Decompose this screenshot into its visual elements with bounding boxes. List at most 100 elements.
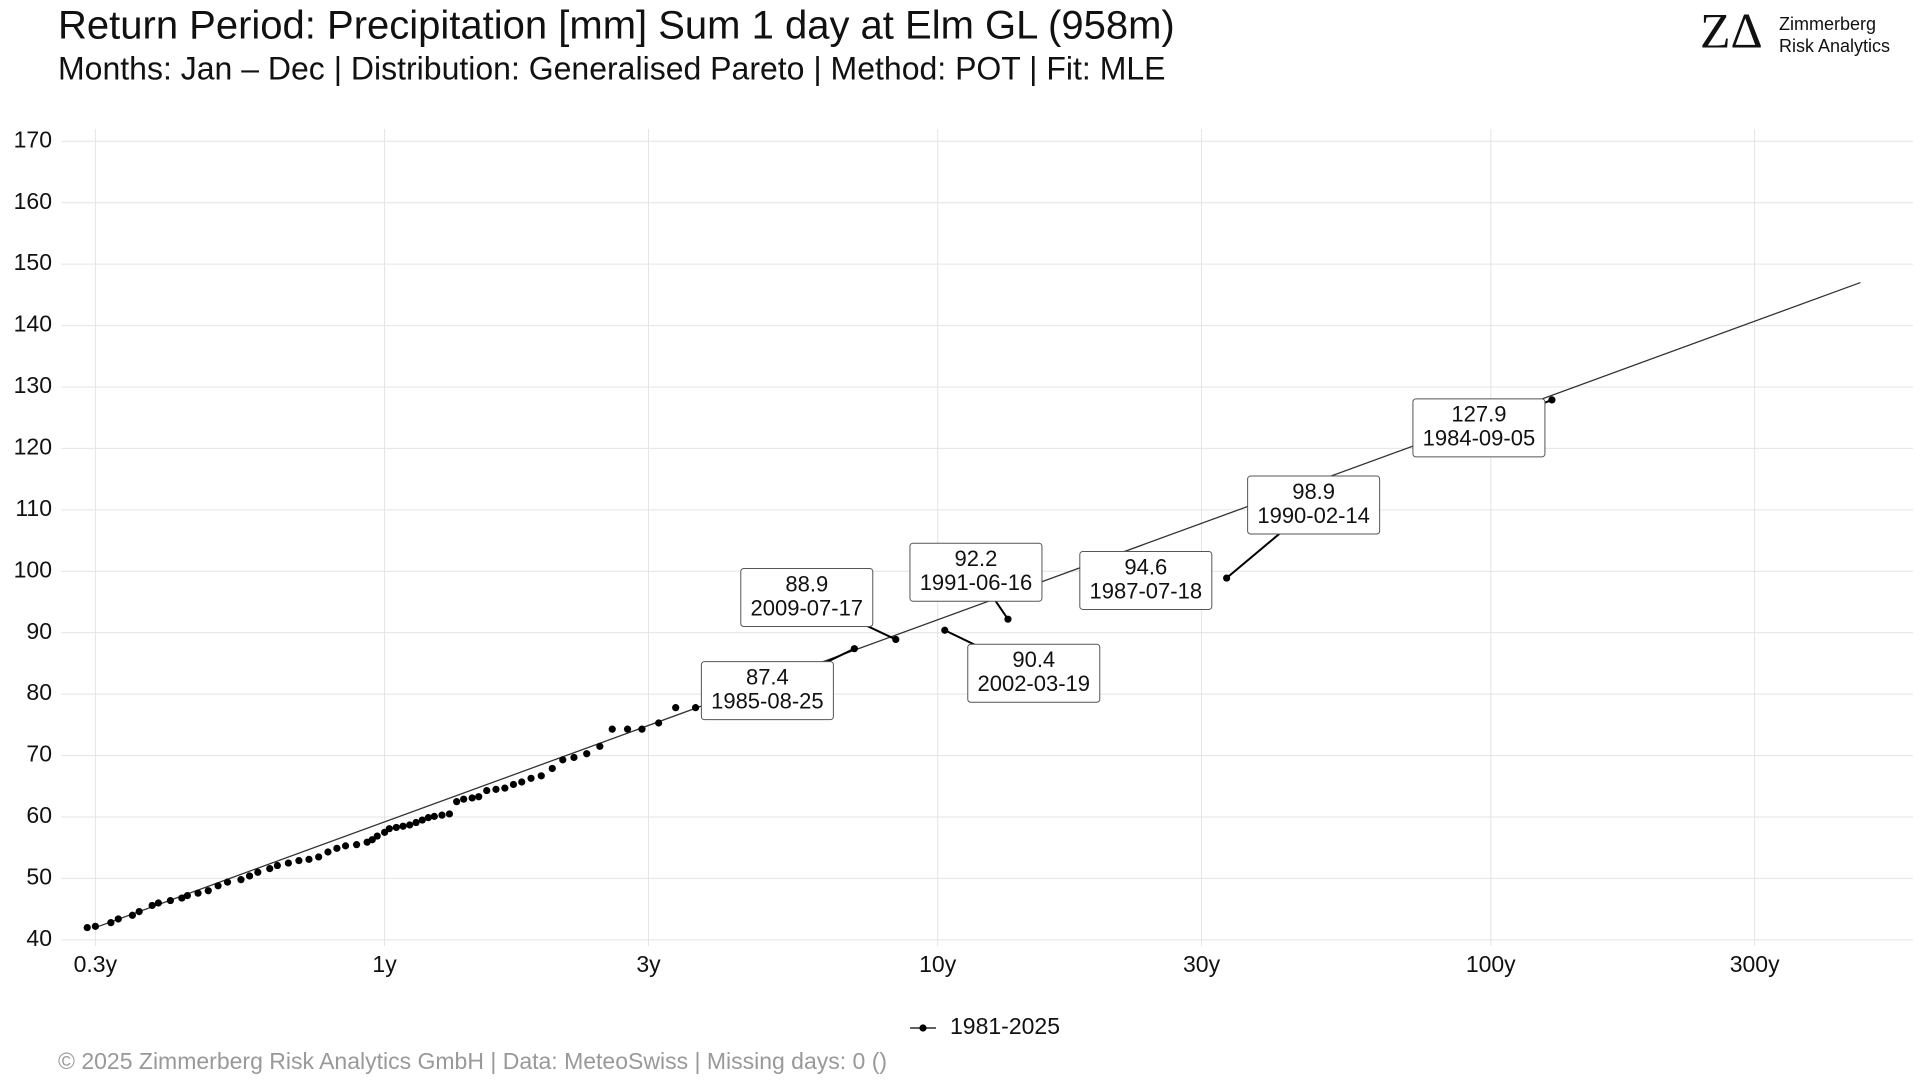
x-tick-label: 3y — [636, 951, 661, 977]
label-box — [909, 542, 1043, 602]
point — [373, 832, 381, 840]
legend-label: 1981-2025 — [950, 1013, 1060, 1039]
point — [254, 868, 262, 876]
point — [509, 780, 518, 789]
point — [223, 878, 232, 886]
point — [368, 836, 376, 844]
point — [83, 923, 91, 932]
point — [445, 810, 454, 818]
point — [237, 876, 245, 884]
point — [527, 774, 535, 782]
point — [114, 915, 122, 923]
point — [537, 772, 545, 780]
y-tick-label: 100 — [14, 556, 52, 582]
y-tick-label: 90 — [26, 618, 52, 644]
label-date: 2009-07-17 — [751, 595, 864, 620]
point — [418, 816, 426, 824]
label-date: 1984-09-05 — [1423, 426, 1536, 451]
y-tick-label: 120 — [14, 434, 52, 460]
point — [430, 812, 438, 820]
point — [406, 821, 414, 829]
label-value: 98.9 — [1292, 479, 1335, 504]
label-date: 2002-03-19 — [977, 671, 1090, 696]
y-tick-label: 150 — [14, 249, 52, 275]
point — [333, 844, 341, 852]
point — [438, 811, 446, 819]
point — [501, 784, 509, 792]
point — [178, 894, 186, 902]
label-date: 1990-02-14 — [1257, 503, 1370, 528]
label-box — [1412, 398, 1546, 458]
point — [412, 818, 420, 827]
x-tick-label: 300y — [1730, 951, 1780, 977]
point — [183, 892, 191, 900]
point — [154, 899, 162, 907]
point — [245, 872, 254, 880]
point — [324, 848, 332, 856]
chart-subtitle: Months: Jan – Dec | Distribution: Genera… — [58, 50, 1165, 86]
y-tick-label: 170 — [14, 126, 52, 152]
point — [284, 859, 292, 867]
fit-line — [95, 281, 1861, 929]
point — [559, 756, 567, 764]
point — [623, 725, 632, 733]
point — [492, 785, 500, 793]
x-tick-label: 30y — [1183, 951, 1221, 977]
label-box — [700, 661, 834, 721]
point — [570, 753, 578, 762]
point — [399, 822, 407, 830]
label-value: 88.9 — [785, 571, 828, 596]
label-date: 1985-08-25 — [711, 688, 824, 713]
point — [483, 786, 491, 795]
point — [315, 853, 323, 861]
point — [135, 908, 143, 916]
label-value: 90.4 — [1012, 647, 1055, 672]
point — [385, 825, 393, 833]
x-tick-label: 0.3y — [74, 951, 118, 977]
y-tick-label: 130 — [14, 372, 52, 398]
point — [392, 823, 400, 832]
label-value: 127.9 — [1451, 402, 1506, 427]
x-tick-label: 10y — [919, 951, 957, 977]
point — [214, 882, 222, 890]
point — [166, 896, 175, 905]
label-value: 87.4 — [746, 664, 789, 689]
point — [266, 865, 274, 873]
label-date: 1991-06-16 — [920, 570, 1033, 595]
point — [655, 719, 663, 727]
point — [596, 742, 604, 750]
label-date: 1987-07-18 — [1090, 578, 1203, 603]
label-box — [740, 567, 874, 627]
point — [352, 841, 361, 849]
point — [107, 919, 115, 927]
point — [305, 855, 313, 863]
logo-mark: ZΔ — [1700, 2, 1763, 58]
x-tick-label: 100y — [1466, 951, 1516, 977]
label-value: 92.2 — [955, 546, 998, 571]
point — [453, 798, 461, 806]
point — [128, 911, 137, 919]
logo-text: Zimmerberg — [1779, 14, 1876, 34]
point — [518, 778, 526, 786]
point — [148, 901, 156, 910]
point — [295, 857, 303, 865]
point — [424, 814, 432, 822]
point — [273, 861, 281, 870]
point — [468, 794, 476, 802]
y-tick-label: 80 — [26, 679, 52, 705]
legend-marker — [919, 1024, 927, 1032]
point — [691, 704, 700, 712]
point — [583, 750, 591, 758]
point — [608, 725, 616, 733]
chart-title: Return Period: Precipitation [mm] Sum 1 … — [58, 4, 1175, 48]
y-tick-label: 50 — [26, 864, 52, 890]
y-tick-label: 70 — [26, 741, 52, 767]
point — [638, 725, 646, 733]
